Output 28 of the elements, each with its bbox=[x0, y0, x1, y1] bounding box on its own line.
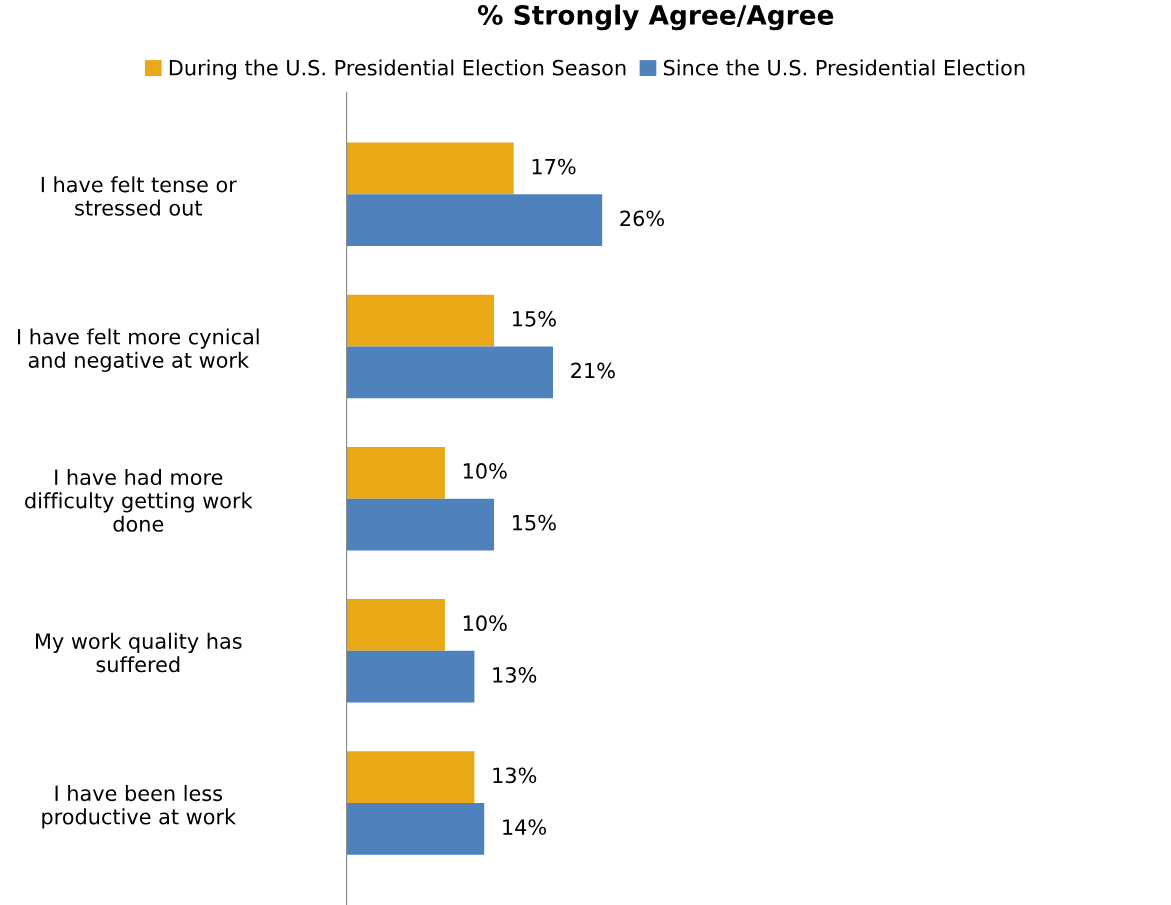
bar bbox=[346, 142, 514, 195]
y-tick-label: My work quality has suffered bbox=[35, 632, 242, 673]
bar bbox=[346, 751, 475, 804]
legend-label: During the U.S. Presidential Election Season bbox=[169, 59, 626, 80]
bar bbox=[346, 650, 475, 703]
legend-label: Since the U.S. Presidential Election bbox=[663, 59, 1025, 76]
data-label: 17% bbox=[532, 158, 576, 175]
data-label: 13% bbox=[493, 667, 537, 683]
data-label: 15% bbox=[513, 310, 556, 327]
y-tick-label: I have had more difficulty getting work done bbox=[25, 468, 253, 532]
text: % Strongly Agree/Agree bbox=[477, 4, 834, 31]
bar bbox=[346, 194, 603, 247]
data-label: 15% bbox=[513, 514, 556, 531]
data-label: 21% bbox=[571, 362, 615, 379]
y-tick-label: I have felt tense or stressed out bbox=[41, 176, 237, 216]
bar bbox=[346, 498, 495, 551]
data-label: 10% bbox=[463, 463, 507, 479]
y-tick-label: I have been less productive at work bbox=[42, 785, 237, 829]
bar bbox=[346, 599, 445, 651]
bar bbox=[346, 294, 495, 347]
bar bbox=[346, 446, 445, 499]
data-label: 14% bbox=[503, 819, 547, 835]
data-label: 26% bbox=[620, 210, 664, 227]
bar bbox=[346, 803, 485, 855]
y-tick-label: I have felt more cynical and negative at work bbox=[18, 328, 259, 372]
data-label: 13% bbox=[493, 767, 537, 784]
data-label: 10% bbox=[463, 615, 507, 632]
bar bbox=[346, 346, 554, 399]
